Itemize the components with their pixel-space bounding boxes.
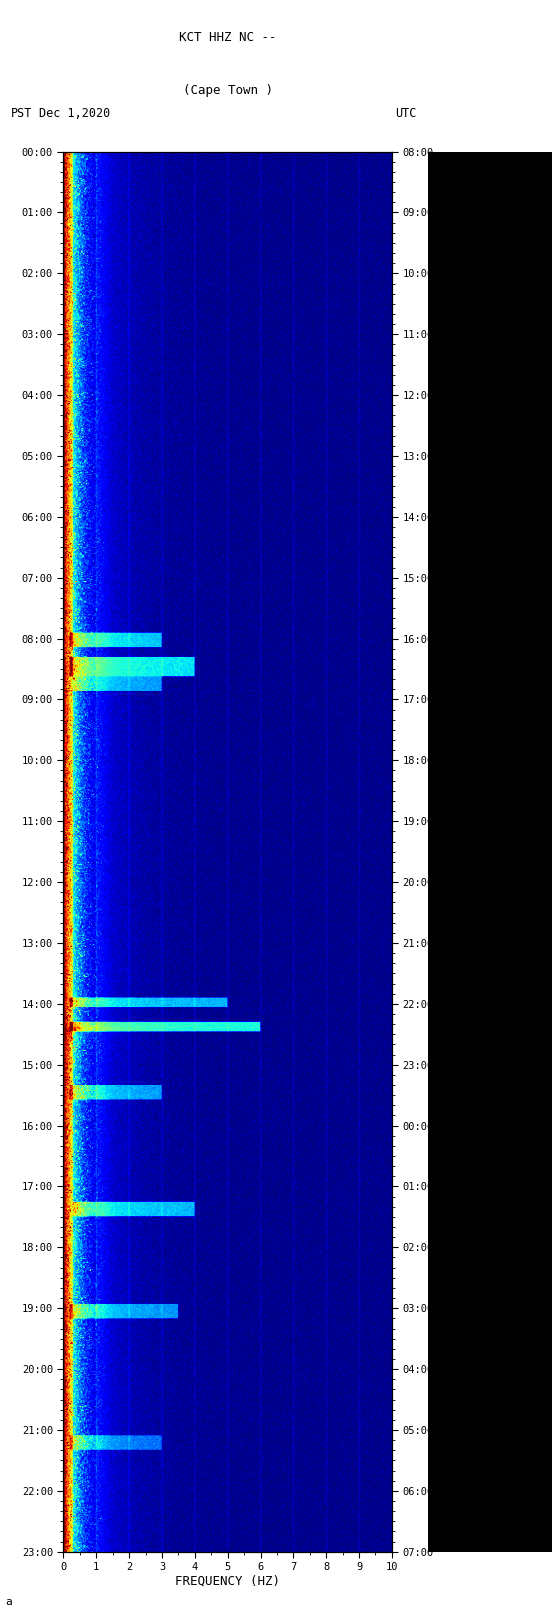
Text: Dec 1,2020: Dec 1,2020 [39, 106, 110, 121]
Text: KCT HHZ NC --: KCT HHZ NC -- [179, 31, 277, 45]
Text: USGS: USGS [13, 27, 50, 40]
Text: a: a [6, 1597, 12, 1607]
Text: PST: PST [11, 106, 33, 121]
Text: (Cape Town ): (Cape Town ) [183, 84, 273, 97]
Text: UTC: UTC [395, 106, 416, 121]
X-axis label: FREQUENCY (HZ): FREQUENCY (HZ) [175, 1574, 280, 1587]
